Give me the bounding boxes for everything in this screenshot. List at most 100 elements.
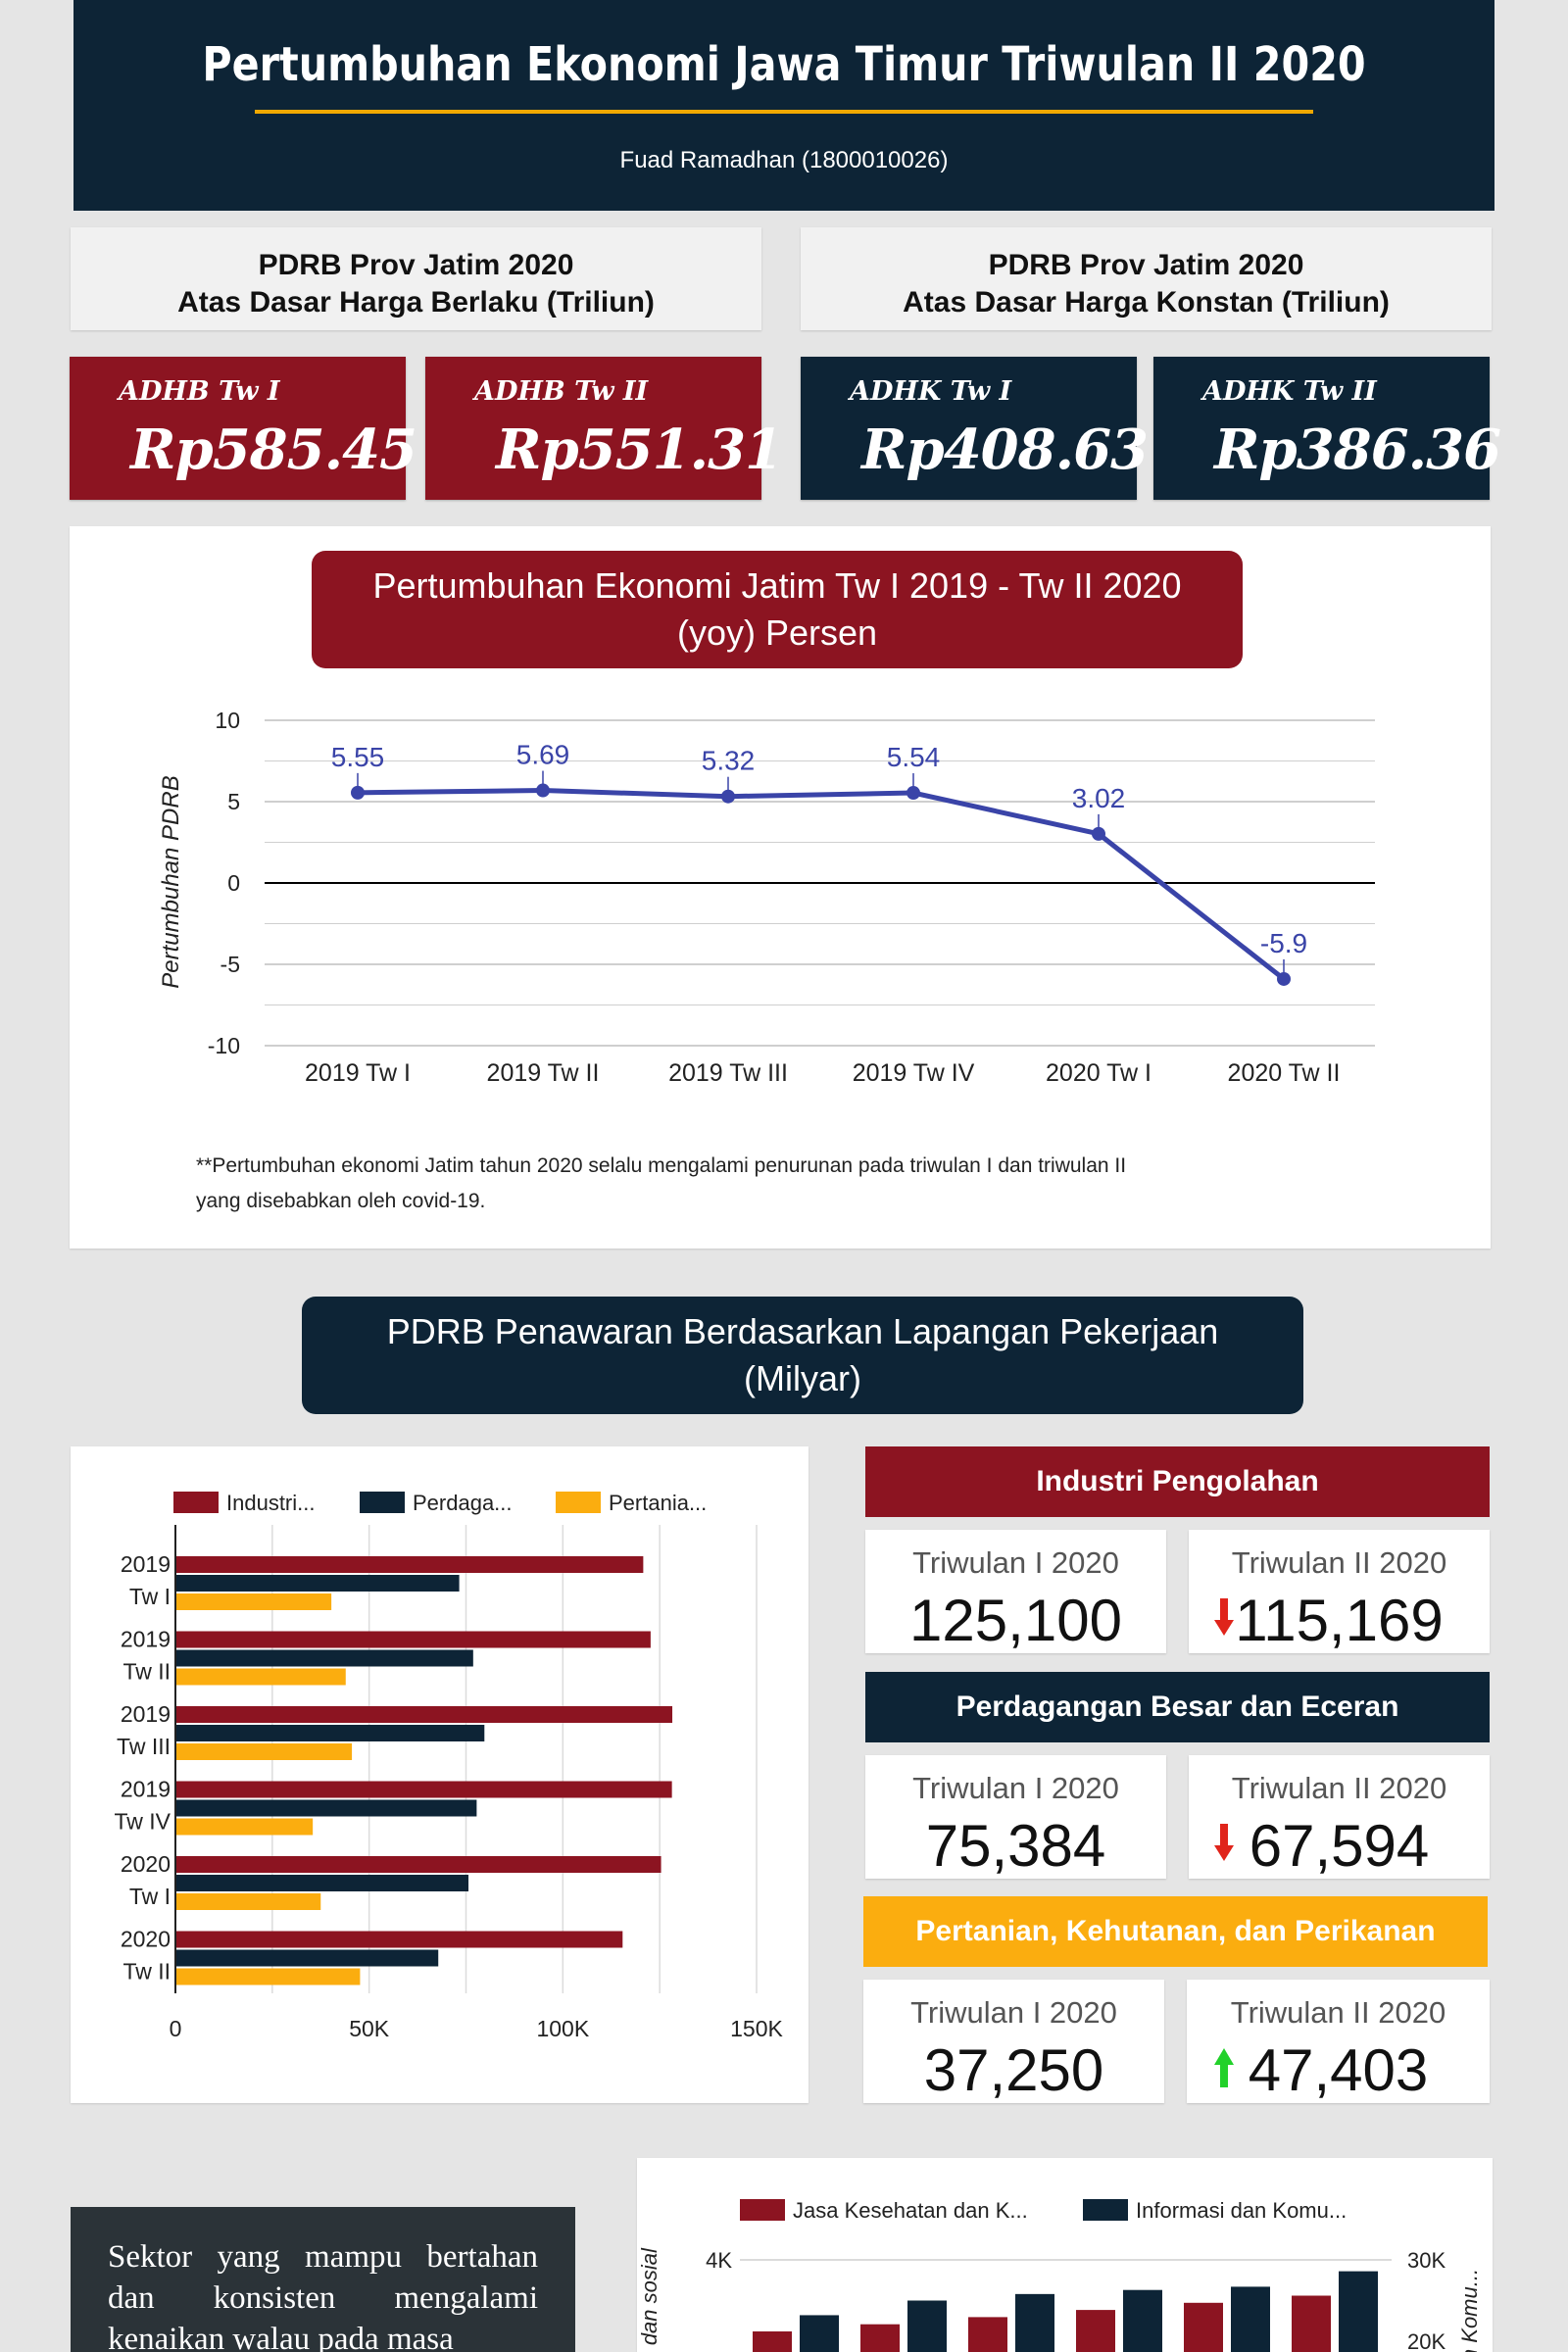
card-pertanian-q1: Triwulan I 2020 37,250 (863, 1980, 1164, 2103)
page-title: Pertumbuhan Ekonomi Jawa Timur Triwulan … (202, 37, 1366, 92)
card-perdagangan-header: Perdagangan Besar dan Eceran (865, 1672, 1490, 1742)
bar (1015, 2293, 1054, 2352)
bar (176, 1799, 477, 1817)
bar (176, 1949, 439, 1967)
stat-label: Triwulan I 2020 (912, 1545, 1119, 1580)
bar (1123, 2289, 1162, 2352)
header-banner: Pertumbuhan Ekonomi Jawa Timur Triwulan … (74, 0, 1494, 211)
adhk-heading-line2: Atas Dasar Harga Konstan (Triliun) (903, 286, 1390, 318)
stat-label: Triwulan II 2020 (1231, 1545, 1447, 1580)
x-tick-label: 2020 Tw II (1228, 1059, 1341, 1087)
x-tick-label: 2019 Tw IV (853, 1059, 975, 1087)
legend-label: Jasa Kesehatan dan K... (793, 2198, 1028, 2223)
data-point (536, 783, 550, 798)
legend-swatch (173, 1492, 219, 1513)
y-tick-label: 5 (227, 789, 240, 814)
bar (753, 2331, 792, 2352)
y-tick-label-quarter: Tw IV (114, 1809, 171, 1835)
card-perdagangan-q1: Triwulan I 2020 75,384 (865, 1755, 1166, 1879)
y-right-tick-label: 30K (1407, 2248, 1446, 2273)
growth-note-line2: yang disebabkan oleh covid-19. (196, 1190, 486, 1212)
growth-chart-title: Pertumbuhan Ekonomi Jatim Tw I 2019 - Tw… (312, 551, 1243, 668)
tile-value: Rp551.31 (496, 417, 783, 482)
growth-title-line2: (yoy) Persen (676, 612, 878, 653)
legend-label: Informasi dan Komu... (1136, 2198, 1347, 2223)
card-pertanian-header: Pertanian, Kehutanan, dan Perikanan (863, 1896, 1488, 1967)
card-industri-q1: Triwulan I 2020 125,100 (865, 1530, 1166, 1653)
data-label: 5.55 (331, 742, 385, 772)
y-tick-label-quarter: Tw II (122, 1959, 171, 1984)
x-tick-label: 0 (170, 2016, 182, 2041)
y-tick-label-year: 2019 (121, 1777, 171, 1802)
y-left-tick-label: 4K (706, 2248, 732, 2273)
x-tick-label: 150K (730, 2016, 783, 2041)
x-tick-label: 100K (536, 2016, 589, 2041)
card-perdagangan-q2: Triwulan II 2020 67,594 (1189, 1755, 1490, 1879)
stat-value: 115,169 (1235, 1588, 1444, 1653)
bar (907, 2300, 947, 2352)
bar (968, 2317, 1007, 2352)
y-right-tick-label: 20K (1407, 2329, 1446, 2352)
bar (176, 1818, 314, 1836)
x-tick-label: 50K (349, 2016, 390, 2041)
growth-series-line (357, 788, 1286, 981)
legend-swatch (360, 1492, 405, 1513)
arrow-down-icon (1214, 1824, 1234, 1861)
stat-label: Triwulan II 2020 (1231, 1771, 1447, 1805)
bar (1076, 2310, 1115, 2352)
stat-value: 125,100 (909, 1588, 1122, 1653)
adhb-heading-line1: PDRB Prov Jatim 2020 (258, 249, 574, 281)
growth-note-line1: **Pertumbuhan ekonomi Jatim tahun 2020 s… (196, 1154, 1127, 1177)
bar (176, 1781, 672, 1798)
y-tick-label-year: 2020 (121, 1927, 171, 1952)
tile-value: Rp386.36 (1214, 417, 1501, 482)
bar (800, 2315, 839, 2352)
y-tick-label-quarter: Tw I (129, 1884, 171, 1909)
tile-label: ADHB Tw I (119, 376, 280, 407)
stat-value: 47,403 (1248, 2037, 1429, 2103)
y-tick-label-quarter: Tw II (122, 1659, 171, 1685)
legend-label: Industri... (226, 1491, 315, 1515)
y-tick-label: 10 (215, 708, 240, 733)
services-bar-chart: Jasa Kesehatan dan K... Informasi dan Kom… (637, 2198, 1482, 2352)
tile-value: Rp585.45 (130, 417, 417, 482)
data-point (1277, 971, 1291, 986)
y-tick-label: 0 (227, 870, 240, 896)
y-tick-label-year: 2019 (121, 1627, 171, 1652)
y-tick-label-quarter: Tw I (129, 1584, 171, 1609)
y-tick-label-year: 2020 (121, 1851, 171, 1877)
bar (176, 1725, 485, 1741)
data-point (351, 785, 365, 800)
bar (176, 1706, 673, 1723)
bar (176, 1856, 662, 1873)
legend-label: Perdaga... (413, 1491, 513, 1515)
bar (176, 1556, 644, 1573)
legend-swatch (740, 2199, 785, 2221)
data-label: -5.9 (1260, 928, 1307, 958)
sector-title-line2: (Milyar) (744, 1358, 861, 1398)
y-tick-label-year: 2019 (121, 1701, 171, 1727)
x-tick-label: 2020 Tw I (1046, 1059, 1152, 1087)
sector-hbar-chart: 0 50K 100K 150K Industri... Perdaga... Pertani… (114, 1491, 783, 2041)
data-label: 5.69 (516, 740, 570, 770)
growth-note: **Pertumbuhan ekonomi Jatim tahun 2020 s… (196, 1149, 1470, 1219)
bar (1231, 2286, 1270, 2352)
adhb-heading-line2: Atas Dasar Harga Berlaku (Triliun) (177, 286, 655, 318)
author-name: Fuad Ramadhan (1800010026) (619, 147, 949, 173)
y-left-axis-label: tan dan sosial (637, 2247, 662, 2352)
y-tick-label-year: 2019 (121, 1551, 171, 1577)
bar (1339, 2271, 1378, 2352)
bar (176, 1668, 346, 1686)
data-label: 5.32 (702, 746, 756, 776)
bar (176, 1631, 651, 1648)
data-label: 5.54 (887, 742, 941, 772)
title-underline (255, 110, 1313, 114)
card-industri-q2: Triwulan II 2020 115,169 (1189, 1530, 1490, 1653)
bar (1184, 2302, 1223, 2352)
arrow-down-icon (1214, 1598, 1234, 1636)
sector-title-line1: PDRB Penawaran Berdasarkan Lapangan Peke… (386, 1311, 1219, 1351)
bar (1292, 2295, 1331, 2352)
bar (176, 1743, 353, 1760)
data-point (721, 789, 735, 804)
adhk-heading-box: PDRB Prov Jatim 2020 Atas Dasar Harga Ko… (801, 227, 1492, 330)
